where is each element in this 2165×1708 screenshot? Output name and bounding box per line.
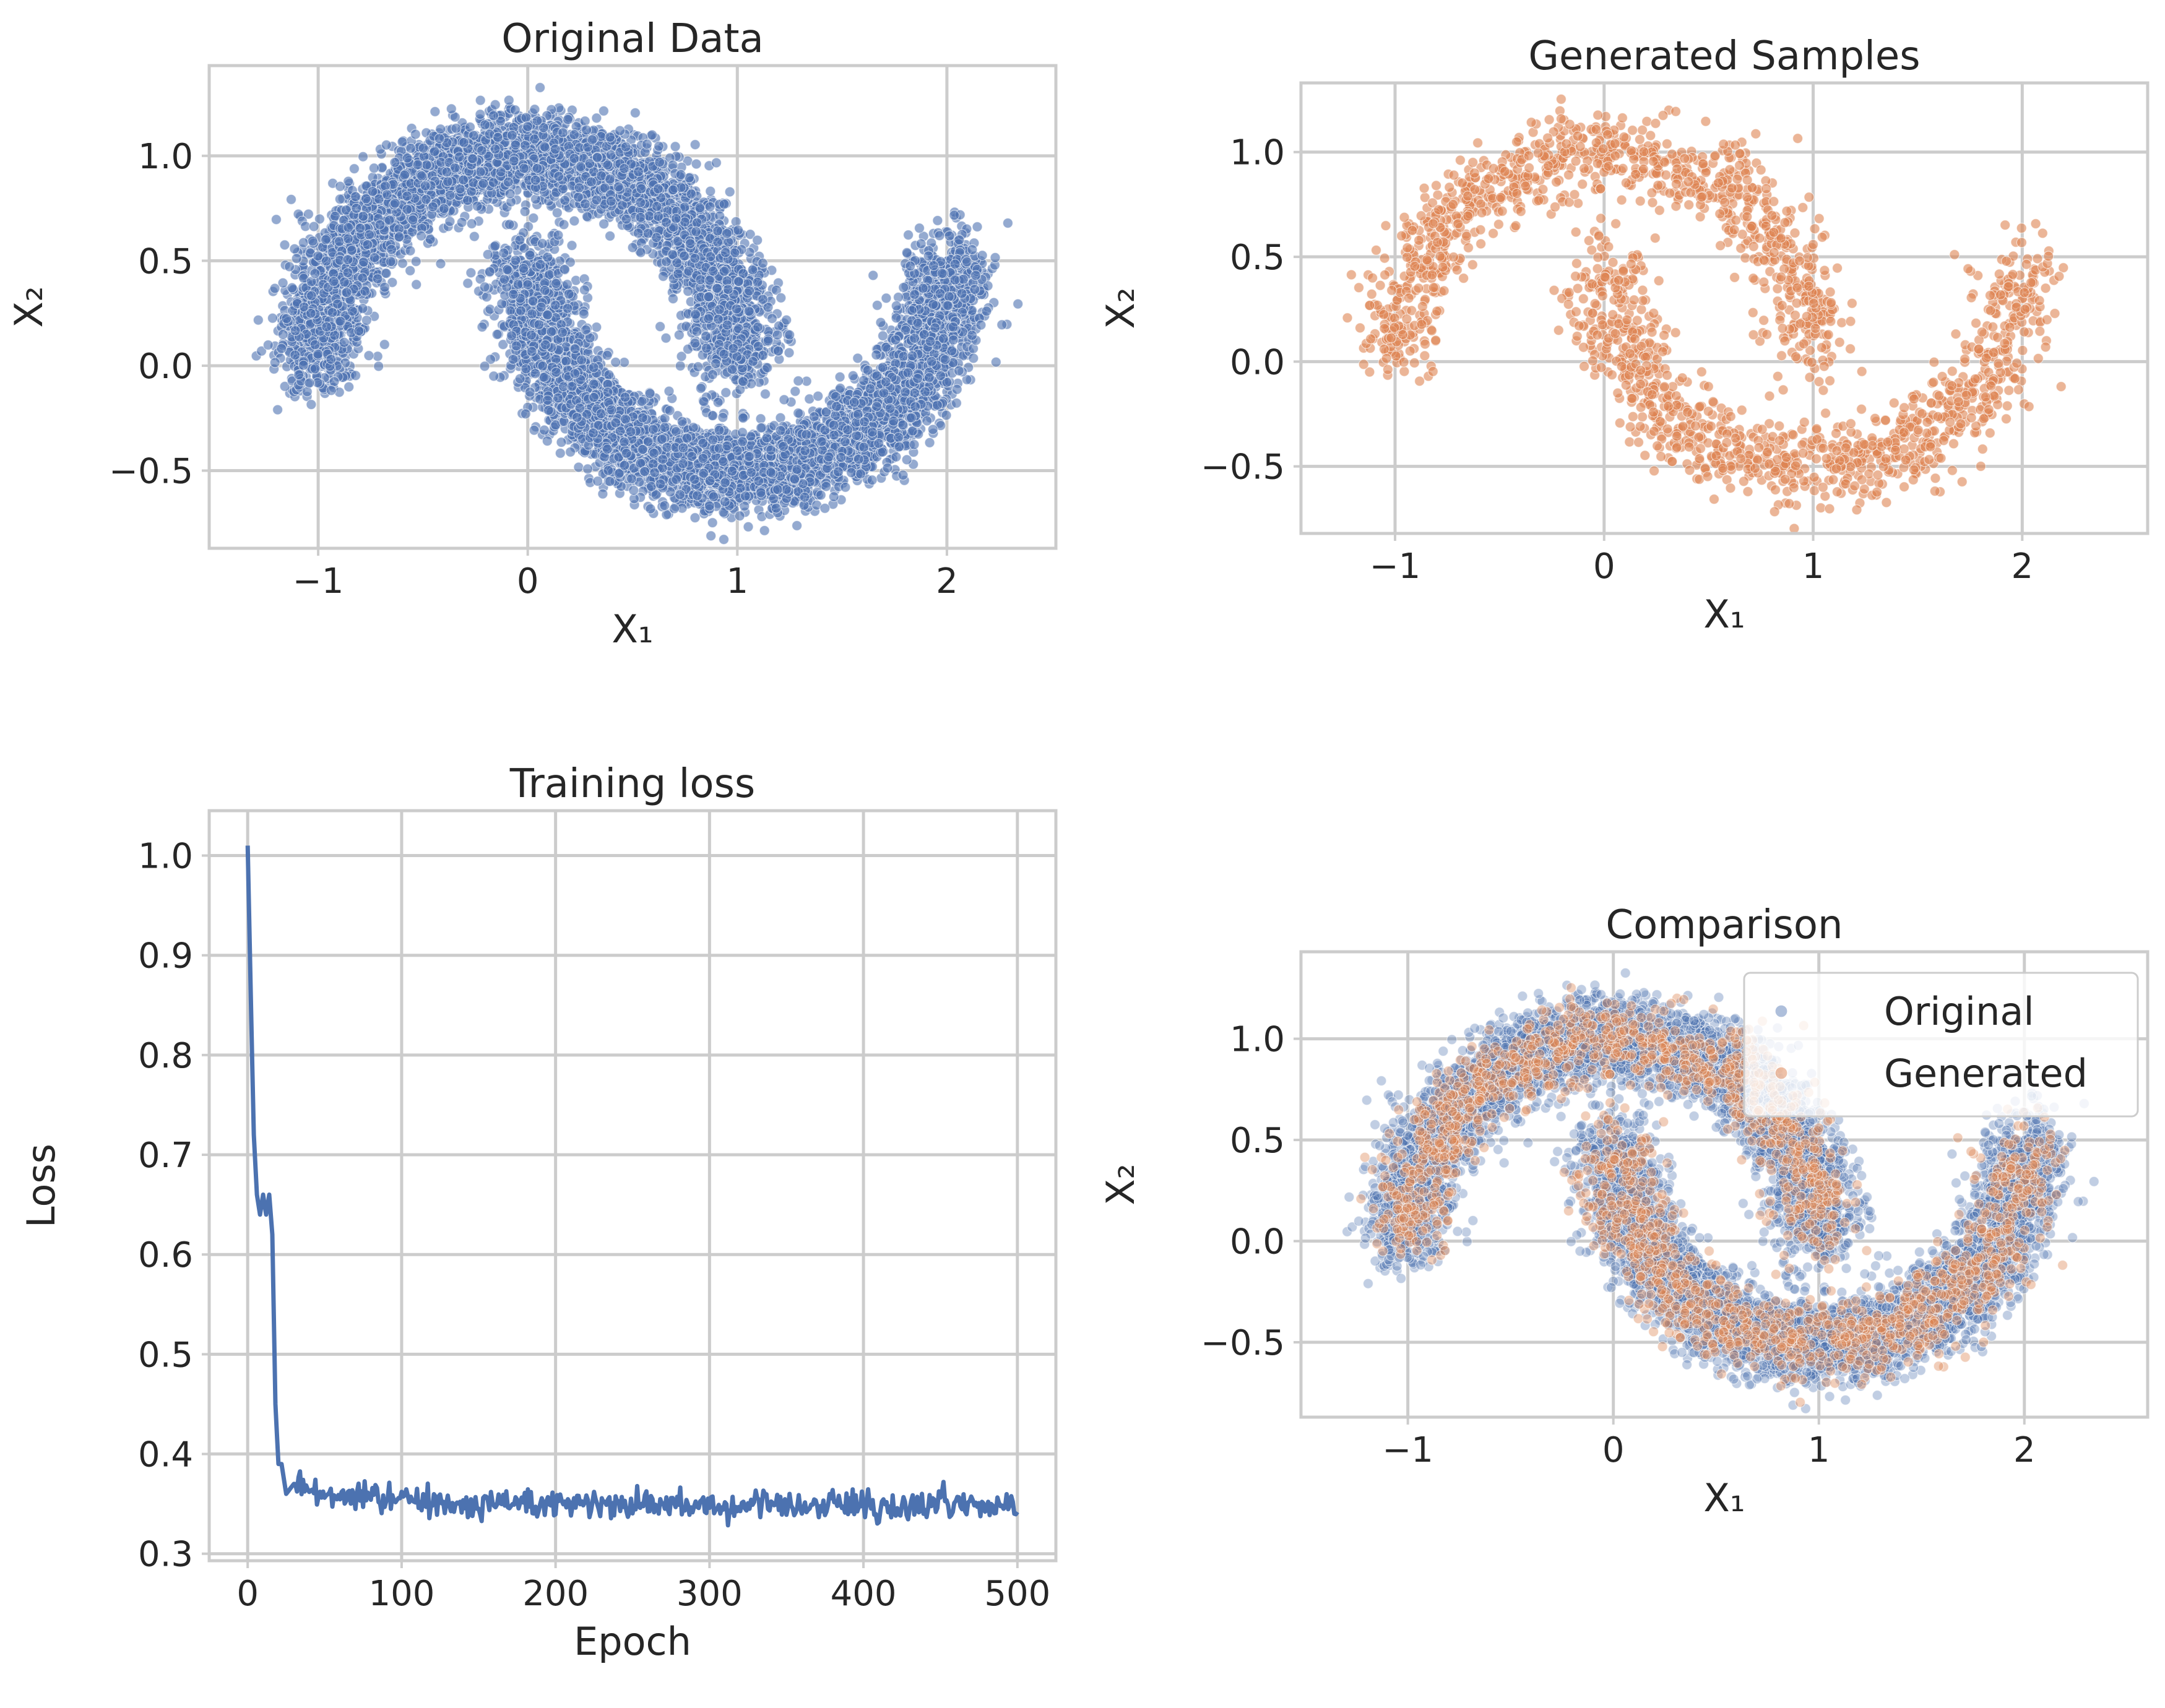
original-point: [373, 361, 384, 372]
original-point: [670, 141, 681, 152]
original-points: [251, 82, 1024, 545]
original-point: [405, 265, 416, 276]
plot-area: [251, 82, 1024, 545]
original-point: [654, 321, 666, 332]
original-point: [675, 360, 686, 371]
original-point: [902, 230, 914, 241]
original-point: [519, 206, 530, 217]
original-point: [344, 381, 355, 392]
original-point: [743, 521, 754, 532]
original-point: [267, 313, 278, 324]
original-point: [599, 218, 610, 230]
original-point: [868, 270, 879, 281]
original-point: [262, 339, 274, 351]
original-point: [755, 413, 766, 425]
original-point: [270, 214, 282, 225]
original-point: [604, 230, 616, 241]
original-point: [691, 158, 702, 170]
original-point: [705, 186, 716, 197]
original-point: [695, 382, 707, 394]
original-point: [555, 447, 566, 459]
original-point: [759, 525, 770, 537]
original-point: [591, 321, 602, 333]
original-point: [718, 534, 730, 545]
original-point: [834, 371, 845, 382]
original-point: [990, 356, 1001, 368]
original-point: [573, 462, 584, 473]
original-point: [941, 410, 952, 421]
original-point: [372, 351, 383, 362]
original-point: [875, 317, 886, 328]
original-point: [566, 240, 577, 251]
original-point: [673, 329, 685, 340]
original-point: [759, 389, 771, 400]
original-point: [598, 105, 610, 116]
original-point: [529, 104, 540, 115]
original-point: [1002, 217, 1014, 229]
original-point: [542, 435, 553, 447]
original-point: [791, 520, 803, 532]
original-point: [357, 151, 369, 162]
original-point: [689, 139, 701, 150]
original-point: [924, 437, 935, 448]
original-point: [397, 257, 408, 269]
original-point: [285, 194, 297, 205]
original-point: [881, 293, 892, 304]
original-point: [564, 446, 576, 458]
original-point: [717, 412, 728, 423]
original-point: [411, 279, 422, 290]
